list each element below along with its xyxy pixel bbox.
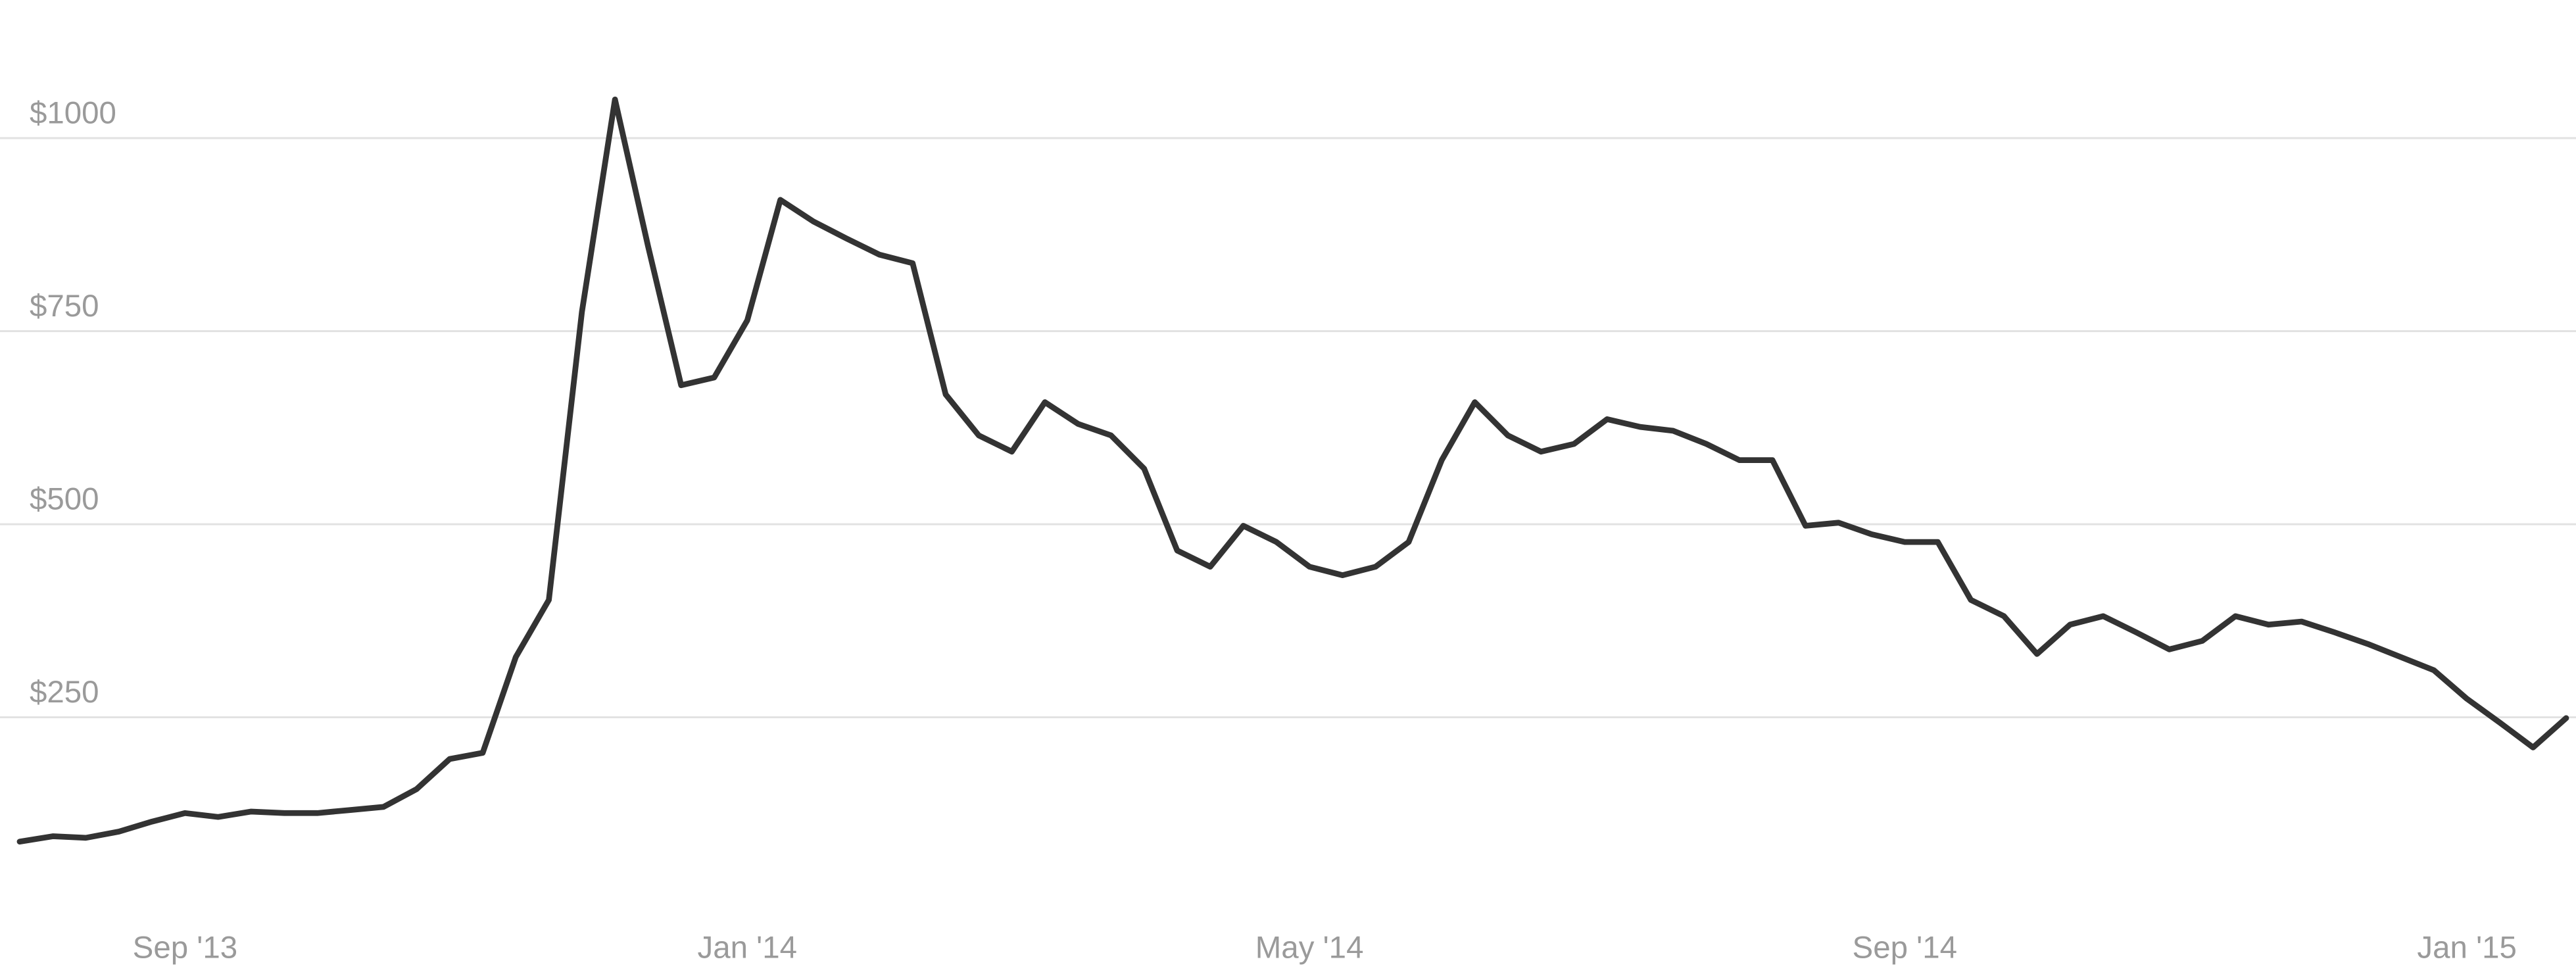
price-line — [16, 96, 2569, 845]
x-tick-label: Jan '14 — [697, 930, 797, 965]
x-tick-label: Sep '14 — [1853, 930, 1957, 965]
x-tick-label: Jan '15 — [2417, 930, 2517, 965]
y-tick-label: $750 — [30, 289, 99, 324]
x-tick-label: Sep '13 — [133, 930, 237, 965]
y-tick-label: $500 — [30, 482, 99, 517]
y-tick-label: $1000 — [30, 96, 116, 131]
x-tick-label: May '14 — [1255, 930, 1364, 965]
y-tick-label: $250 — [30, 675, 99, 710]
